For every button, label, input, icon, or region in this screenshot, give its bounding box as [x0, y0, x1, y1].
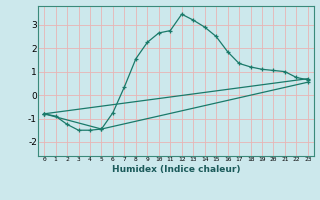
X-axis label: Humidex (Indice chaleur): Humidex (Indice chaleur): [112, 165, 240, 174]
